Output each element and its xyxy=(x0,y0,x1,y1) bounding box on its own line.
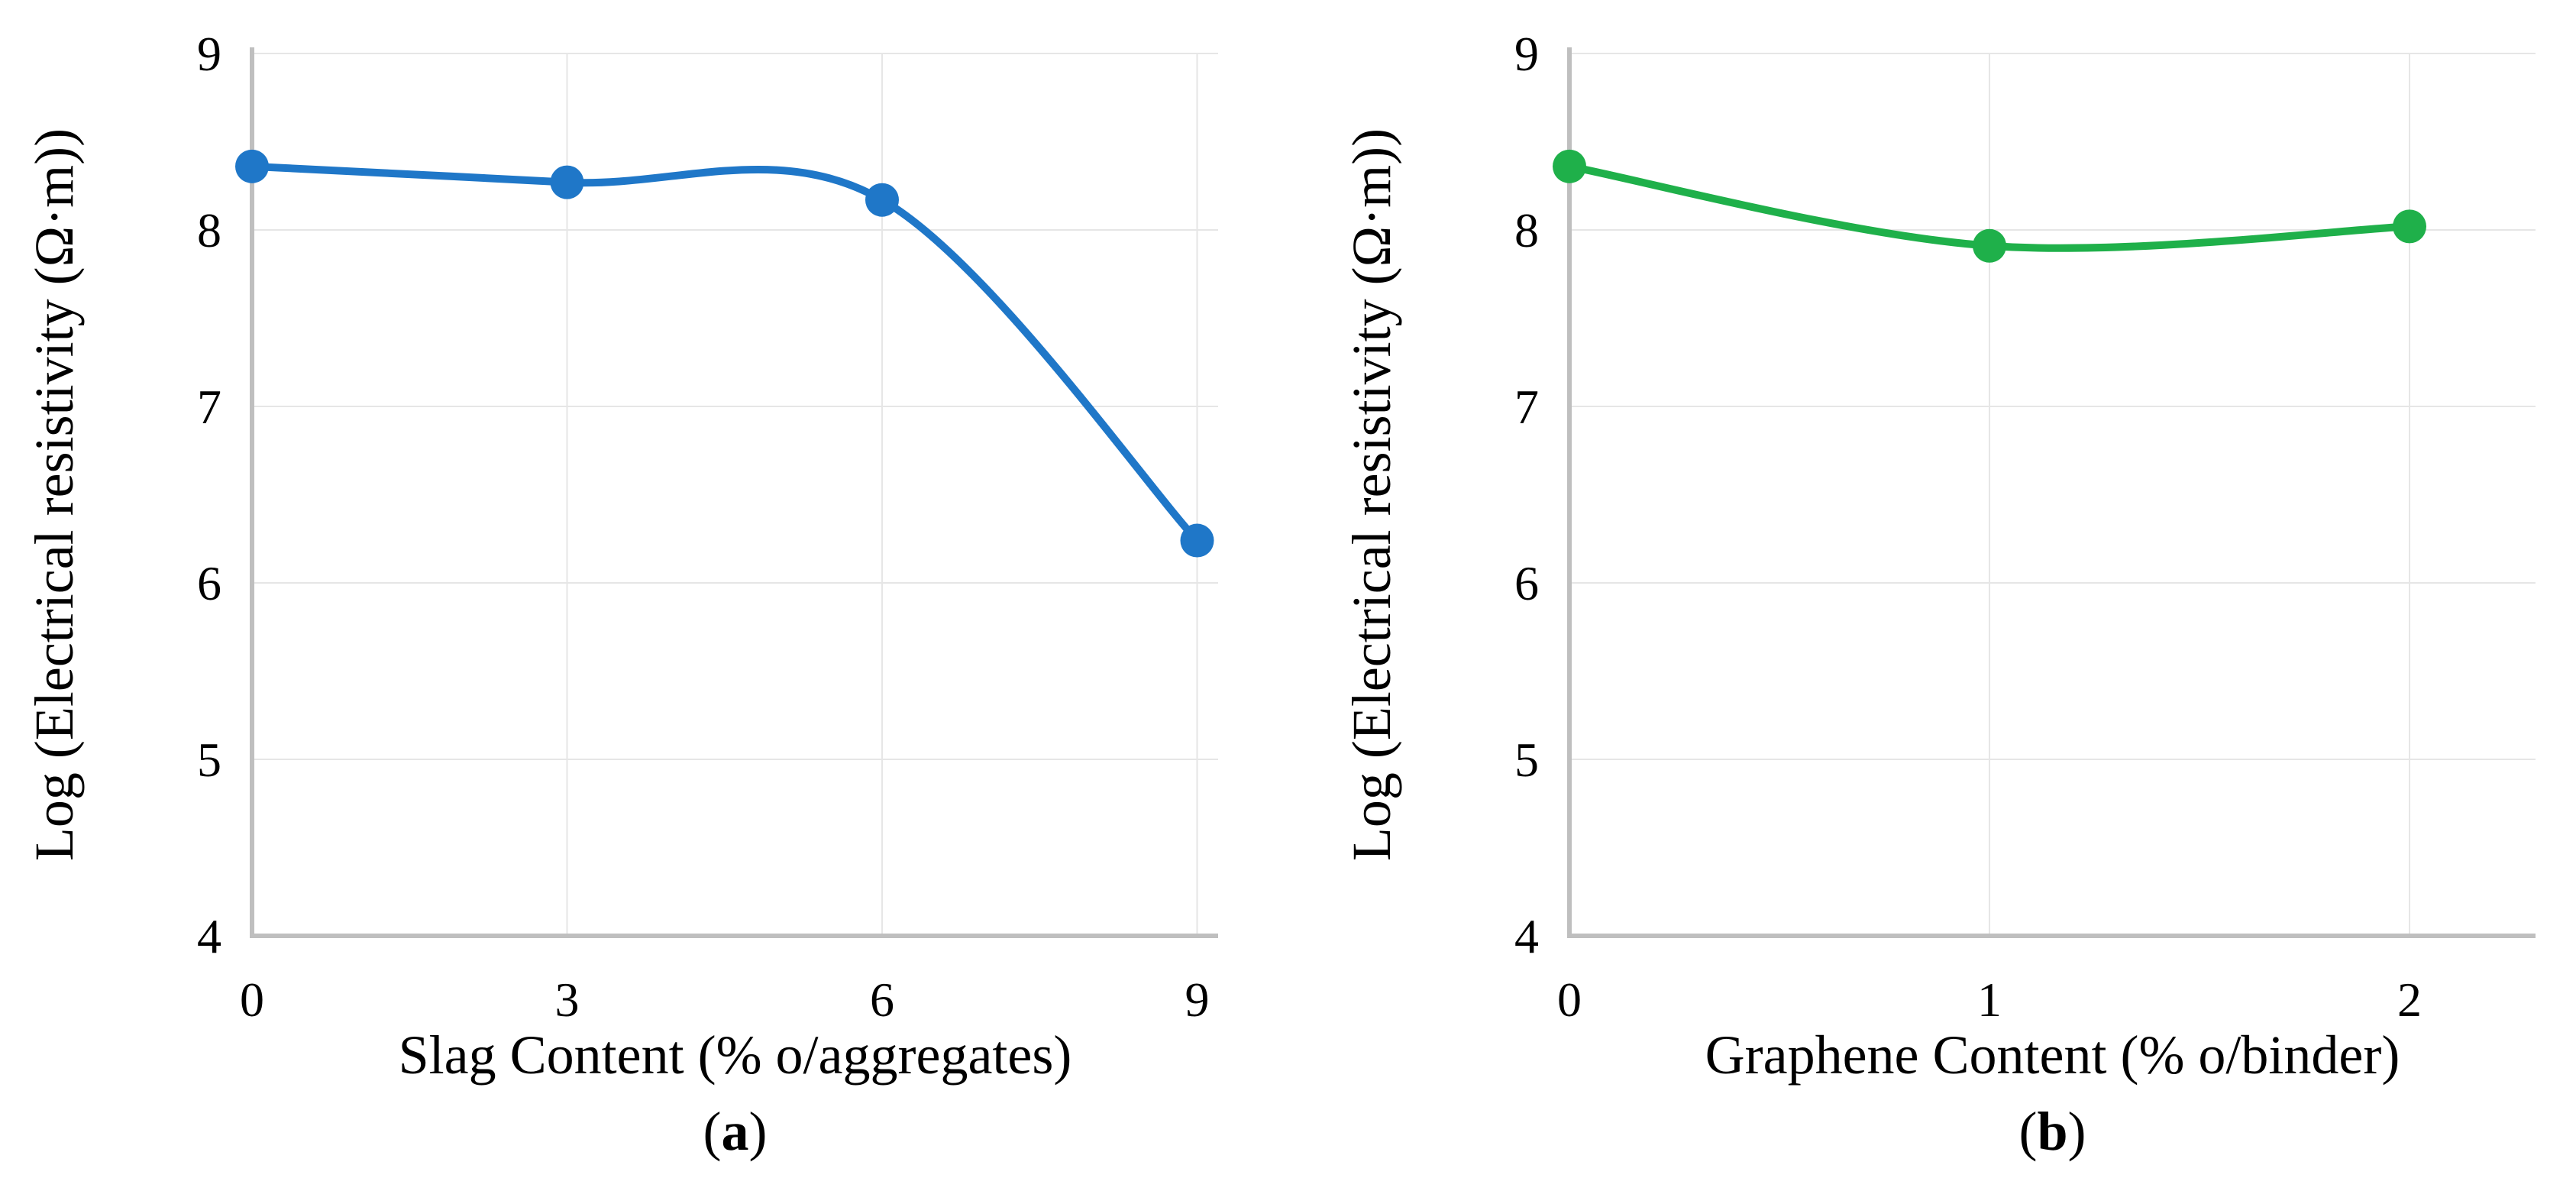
panel-label: (b) xyxy=(2018,1101,2086,1162)
data-point xyxy=(1553,149,1586,183)
x-tick-label: 2 xyxy=(2397,972,2422,1027)
y-axis-title: Log (Electrical resistivity (Ω·m)) xyxy=(24,128,85,861)
x-tick-label: 3 xyxy=(555,972,580,1027)
data-point xyxy=(865,183,899,217)
data-point xyxy=(550,165,584,199)
data-point xyxy=(1180,523,1214,558)
x-axis-title: Graphene Content (% o/binder) xyxy=(1705,1024,2400,1086)
y-tick-label: 7 xyxy=(197,380,221,434)
chart-panel-a: 4 5 6 7 8 9 0 3 6 9 Log (Electrical resistivity (Ω… xyxy=(24,27,1218,1162)
x-tick-label: 0 xyxy=(1557,972,1582,1027)
data-point xyxy=(235,149,269,183)
panel-label: (a) xyxy=(703,1101,768,1162)
y-tick-label: 7 xyxy=(1514,380,1539,434)
y-tick-label: 5 xyxy=(197,733,221,787)
x-tick-label: 1 xyxy=(1977,972,2002,1027)
x-tick-label: 6 xyxy=(870,972,894,1027)
y-tick-label: 8 xyxy=(197,203,221,257)
data-point xyxy=(1973,228,2006,263)
y-tick-label: 4 xyxy=(1514,909,1539,963)
x-tick-label: 0 xyxy=(240,972,264,1027)
data-point xyxy=(2393,209,2426,244)
y-tick-label: 5 xyxy=(1514,733,1539,787)
y-tick-label: 9 xyxy=(197,27,221,81)
chart-panel-b: 4 5 6 7 8 9 0 1 2 Log (Electrical resistivity (Ω·… xyxy=(1341,27,2536,1162)
panel-letter: a xyxy=(722,1101,749,1162)
y-axis-title: Log (Electrical resistivity (Ω·m)) xyxy=(1341,128,1402,861)
y-tick-label: 6 xyxy=(1514,556,1539,610)
y-tick-label: 6 xyxy=(197,556,221,610)
y-tick-label: 8 xyxy=(1514,203,1539,257)
x-tick-label: 9 xyxy=(1185,972,1210,1027)
x-axis-title: Slag Content (% o/aggregates) xyxy=(399,1024,1072,1086)
panel-letter: b xyxy=(2037,1101,2067,1162)
y-tick-label: 9 xyxy=(1514,27,1539,81)
y-tick-label: 4 xyxy=(197,909,221,963)
series-line xyxy=(248,162,1201,545)
